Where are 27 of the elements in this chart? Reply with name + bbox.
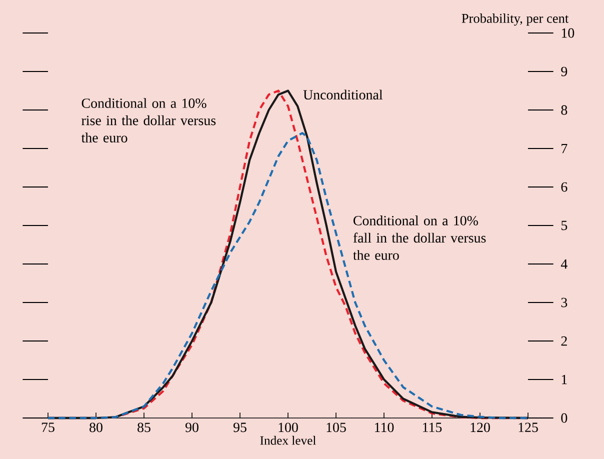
x-axis-title: Index level: [260, 436, 316, 445]
series-label: Conditional on a 10% fall in the dollar versus the euro: [353, 216, 486, 260]
y-tick-label: 8: [561, 105, 568, 115]
x-tick-label: 80: [90, 422, 102, 432]
text: Conditional on a 10% rise in the dollar versus the euro: [81, 98, 216, 142]
y-tick-label: 0: [561, 413, 568, 423]
y-tick-label: 5: [562, 220, 568, 230]
y-axis-title: Probability, per cent: [462, 14, 569, 26]
y-tick-label: 10: [562, 28, 574, 38]
x-tick-label: 90: [185, 422, 198, 432]
x-tick-label: 115: [423, 422, 442, 432]
y-tick-label: 9: [561, 66, 568, 76]
y-tick-label: 6: [561, 182, 568, 192]
y-tick-label: 4: [560, 259, 568, 269]
x-tick-label: 125: [518, 422, 538, 432]
y-tick-label: 1: [562, 374, 567, 384]
x-tick-label: 110: [375, 422, 394, 432]
x-tick-label: 75: [42, 422, 54, 432]
x-tick-label: 85: [138, 422, 150, 432]
x-tick-label: 100: [278, 422, 298, 432]
x-tick-label: 95: [233, 422, 246, 432]
y-tick-label: 3: [561, 298, 568, 308]
x-tick-label: 120: [470, 422, 490, 432]
y-tick-label: 2: [561, 336, 567, 346]
y-tick-label: 7: [562, 144, 568, 154]
x-tick-label: 105: [326, 422, 346, 432]
series-label: Unconditional: [303, 90, 383, 100]
